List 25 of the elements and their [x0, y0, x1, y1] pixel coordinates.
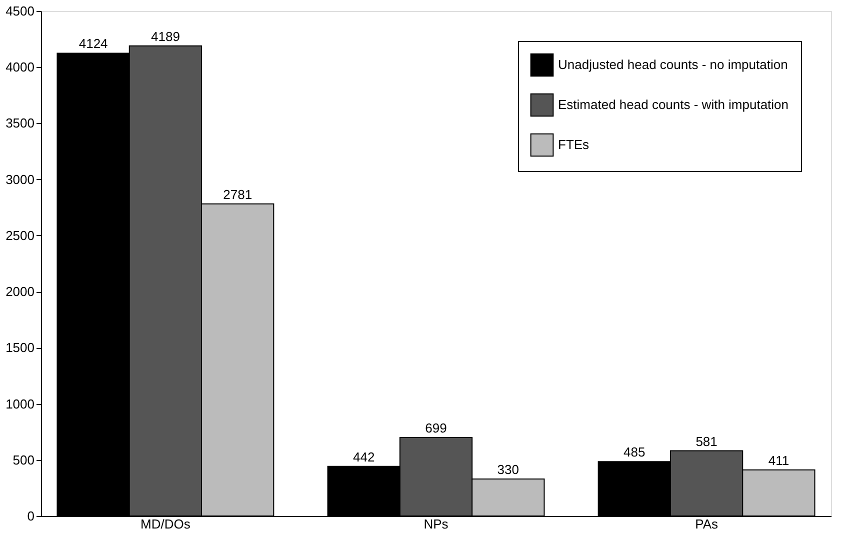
- y-tick-label: 4500: [6, 4, 34, 18]
- data-label: 442: [353, 449, 375, 464]
- legend-label: Unadjusted head counts - no imputation: [558, 57, 788, 72]
- data-label: 330: [497, 462, 519, 477]
- y-tick-label: 500: [12, 452, 34, 468]
- y-tick-label: 3500: [6, 116, 34, 131]
- data-label: 2781: [223, 186, 252, 202]
- data-label: 699: [425, 420, 447, 436]
- legend-label: FTEs: [558, 137, 590, 152]
- legend-label: Estimated head counts - with imputation: [558, 97, 789, 112]
- x-tick-label: MD/DOs: [140, 516, 191, 532]
- x-tick-label: PAs: [695, 516, 718, 532]
- data-label: 4189: [150, 28, 180, 44]
- y-tick-label: 2000: [6, 284, 34, 300]
- y-tick-label: 0: [27, 508, 34, 524]
- y-tick-label: 1500: [6, 340, 34, 356]
- data-label: 581: [696, 434, 718, 449]
- data-label: 411: [768, 452, 790, 468]
- y-tick-label: 3000: [6, 172, 34, 187]
- data-label: 4124: [78, 36, 108, 52]
- data-label: 485: [624, 444, 646, 460]
- x-tick-label: NPs: [424, 516, 449, 532]
- y-tick-label: 1000: [6, 396, 34, 412]
- y-tick-label: 2500: [6, 228, 34, 243]
- y-tick-label: 4000: [6, 60, 34, 75]
